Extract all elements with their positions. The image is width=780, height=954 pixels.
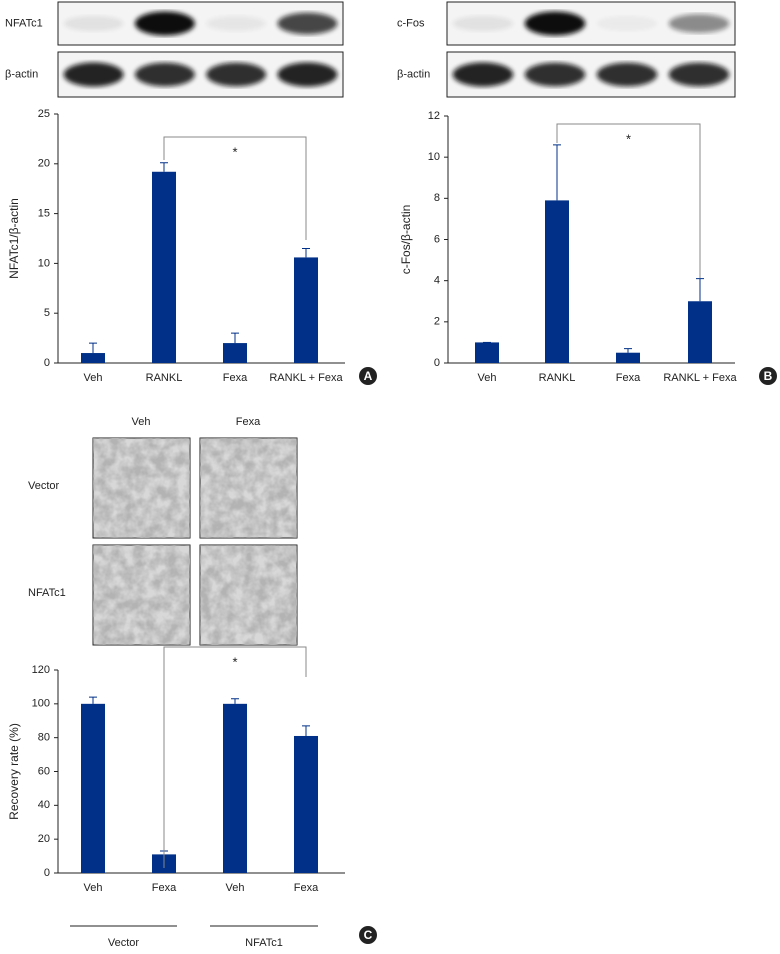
bar xyxy=(81,703,105,873)
x-tick-label: RANKL + Fexa xyxy=(663,372,737,384)
bar xyxy=(223,343,247,363)
error-bar xyxy=(231,698,239,704)
blot-band xyxy=(596,62,658,87)
x-tick-label: Veh xyxy=(478,372,497,384)
group-label: NFATc1 xyxy=(245,937,283,949)
blot-label: β-actin xyxy=(397,68,430,80)
blot-band xyxy=(134,11,195,36)
blot-band xyxy=(524,62,586,87)
blot-band xyxy=(63,15,124,32)
y-tick-label: 4 xyxy=(434,275,440,287)
y-axis-label: Recovery rate (%) xyxy=(7,723,21,820)
image-column-label: Fexa xyxy=(236,416,261,428)
bar xyxy=(294,257,318,363)
error-bar xyxy=(160,162,168,172)
error-bar xyxy=(553,144,561,201)
image-row-label: Vector xyxy=(28,480,60,492)
panel-badge xyxy=(359,926,377,944)
blot-band xyxy=(524,11,586,36)
x-tick-label: Fexa xyxy=(294,882,319,894)
image-column-label: Veh xyxy=(132,416,151,428)
blot-label: β-actin xyxy=(5,68,38,80)
x-tick-label: Fexa xyxy=(223,372,248,384)
x-tick-label: RANKL xyxy=(146,372,183,384)
error-bar xyxy=(302,247,310,258)
y-tick-label: 40 xyxy=(38,799,50,811)
y-tick-label: 20 xyxy=(38,158,50,170)
significance-bracket xyxy=(163,646,307,868)
error-bar xyxy=(302,725,310,736)
significance-star: * xyxy=(232,144,237,159)
y-tick-label: 15 xyxy=(38,208,50,220)
group-label: Vector xyxy=(108,937,140,949)
micrograph xyxy=(200,438,297,538)
x-tick-label: RANKL xyxy=(539,372,576,384)
bar xyxy=(294,735,318,873)
error-bar xyxy=(89,696,97,704)
significance-star: * xyxy=(232,654,237,669)
micrograph xyxy=(93,545,190,645)
bar xyxy=(616,352,640,363)
blot-band xyxy=(206,62,267,87)
blot-label: NFATc1 xyxy=(5,17,43,29)
y-tick-label: 0 xyxy=(44,357,50,369)
y-tick-label: 120 xyxy=(32,664,50,676)
y-tick-label: 80 xyxy=(38,732,50,744)
blot-band xyxy=(277,12,338,35)
y-tick-label: 100 xyxy=(32,698,50,710)
y-tick-label: 6 xyxy=(434,233,440,245)
y-tick-label: 10 xyxy=(428,151,440,163)
y-axis-label: c-Fos/β-actin xyxy=(399,205,413,275)
bar xyxy=(545,200,569,363)
bar xyxy=(152,171,176,363)
y-tick-label: 2 xyxy=(434,316,440,328)
y-tick-label: 12 xyxy=(428,110,440,122)
x-tick-label: Veh xyxy=(84,372,103,384)
error-bar xyxy=(624,348,632,353)
bar xyxy=(223,703,247,873)
y-tick-label: 10 xyxy=(38,257,50,269)
y-tick-label: 60 xyxy=(38,765,50,777)
y-tick-label: 8 xyxy=(434,192,440,204)
x-tick-label: Fexa xyxy=(152,882,177,894)
y-axis-label: NFATc1/β-actin xyxy=(7,198,21,279)
significance-bracket xyxy=(556,123,701,278)
y-tick-label: 20 xyxy=(38,833,50,845)
y-tick-label: 25 xyxy=(38,108,50,120)
error-bar xyxy=(89,342,97,354)
y-tick-label: 0 xyxy=(434,357,440,369)
bar xyxy=(81,353,105,363)
blot-band xyxy=(206,15,267,32)
bar xyxy=(475,342,499,363)
panel-letter: A xyxy=(364,369,373,383)
bar xyxy=(688,301,712,363)
y-tick-label: 0 xyxy=(44,867,50,879)
error-bar xyxy=(231,332,239,344)
panel-letter: B xyxy=(764,369,773,383)
image-row-label: NFATc1 xyxy=(28,587,66,599)
blot-band xyxy=(63,62,124,87)
blot-band xyxy=(452,62,514,87)
significance-bracket xyxy=(163,136,307,240)
blot-band xyxy=(668,14,730,33)
blot-band xyxy=(452,15,514,32)
x-tick-label: Veh xyxy=(226,882,245,894)
significance-star: * xyxy=(626,131,631,146)
micrograph xyxy=(93,438,190,538)
blot-band xyxy=(277,62,338,87)
panel-badge xyxy=(759,367,777,385)
blot-band xyxy=(668,62,730,87)
blot-label: c-Fos xyxy=(397,17,425,29)
panel-letter: C xyxy=(364,928,373,942)
y-tick-label: 5 xyxy=(44,307,50,319)
blot-band xyxy=(134,62,195,87)
x-tick-label: Fexa xyxy=(616,372,641,384)
x-tick-label: RANKL + Fexa xyxy=(269,372,343,384)
micrograph xyxy=(200,545,297,645)
blot-band xyxy=(596,16,658,31)
x-tick-label: Veh xyxy=(84,882,103,894)
panel-badge xyxy=(359,367,377,385)
error-bar xyxy=(696,278,704,302)
